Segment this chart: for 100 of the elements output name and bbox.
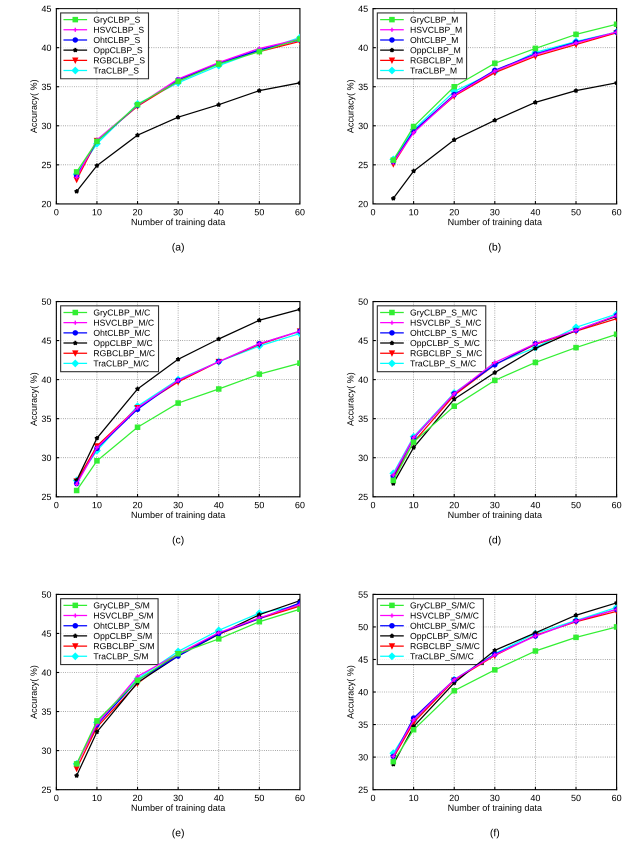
legend-label: RGBCLBP_M/C	[94, 350, 155, 358]
y-tick-label: 50	[42, 298, 52, 305]
y-tick-label: 45	[358, 6, 368, 12]
y-tick-label: 45	[42, 630, 52, 637]
legend-label: OppCLBP_M	[410, 47, 460, 55]
x-tick-label: 50	[571, 208, 581, 216]
text: (a)	[172, 242, 184, 253]
x-tick-label: 30	[490, 502, 500, 508]
x-tick-label: 40	[530, 794, 540, 802]
x-tick-label: 60	[612, 794, 622, 802]
y-tick-label: 45	[42, 6, 52, 12]
y-tick-label: 25	[42, 162, 52, 168]
x-tick-label: 60	[612, 502, 622, 508]
x-tick-label: 50	[254, 502, 264, 508]
x-tick-label: 30	[173, 208, 183, 216]
y-tick-label: 55	[358, 591, 368, 598]
text: (d)	[489, 536, 501, 546]
x-axis-title: Number of training data	[448, 804, 542, 813]
legend-label: GryCLBP_M/C	[94, 309, 150, 318]
legend-label: GryCLBP_M	[410, 16, 458, 24]
x-tick-label: 20	[132, 208, 142, 216]
x-tick-label: 20	[450, 208, 459, 216]
y-axis-title: Accuracy( %)	[346, 666, 356, 719]
text: (c)	[172, 536, 184, 546]
x-tick-label: 30	[173, 794, 183, 802]
y-tick-label: 35	[42, 416, 52, 422]
x-tick-label: 60	[295, 208, 305, 216]
legend-label: OppCLBP_S	[94, 47, 142, 55]
legend-label: OppCLBP_S/M/C	[410, 632, 478, 641]
x-tick-label: 40	[214, 502, 224, 508]
y-tick-label: 35	[358, 722, 368, 728]
x-tick-label: 60	[295, 794, 305, 802]
x-axis-title: Number of training data	[132, 218, 226, 227]
x-tick-label: 40	[214, 794, 224, 802]
legend-label: TraCLBP_S/M	[94, 653, 148, 661]
x-tick-label: 50	[571, 502, 581, 508]
legend-label: HSVCLBP_S_M/C	[410, 319, 482, 328]
y-tick-label: 35	[358, 416, 368, 422]
y-tick-label: 45	[358, 656, 368, 663]
y-tick-label: 25	[42, 494, 52, 500]
legend-label: RGBCLBP_S/M	[94, 642, 154, 651]
x-tick-label: 10	[92, 208, 102, 216]
x-tick-label: 10	[409, 502, 418, 508]
y-tick-label: 35	[42, 84, 52, 90]
legend-label: TraCLBP_M/C	[94, 360, 149, 368]
y-axis-title: Accuracy( %)	[346, 80, 356, 134]
y-tick-label: 40	[358, 44, 368, 52]
legend-label: OhtCLBP_S/M	[94, 622, 150, 630]
y-tick-label: 50	[358, 298, 368, 305]
legend-label: RGBCLBP_S	[94, 57, 145, 66]
legend-label: GryCLBP_S	[94, 16, 140, 24]
x-axis-title: Number of training data	[132, 804, 226, 813]
y-tick-label: 35	[42, 708, 52, 715]
x-tick-label: 50	[571, 794, 581, 802]
legend-label: TraCLBP_S/M/C	[410, 653, 474, 661]
y-tick-label: 30	[42, 122, 52, 130]
y-tick-label: 40	[42, 376, 52, 383]
legend-label: TraCLBP_S	[94, 68, 139, 76]
y-tick-label: 30	[358, 454, 368, 462]
text: (f)	[490, 828, 500, 838]
y-tick-label: 30	[42, 748, 52, 754]
legend-label: GryCLBP_S/M	[94, 602, 150, 610]
y-tick-label: 45	[358, 338, 368, 344]
y-tick-label: 25	[42, 786, 52, 794]
y-tick-label: 30	[358, 754, 368, 760]
text: (e)	[172, 828, 184, 838]
y-axis-title: Accuracy( %)	[30, 80, 39, 134]
legend-label: OhtCLBP_S_M/C	[410, 330, 478, 338]
x-tick-label: 30	[173, 502, 183, 508]
y-tick-label: 45	[42, 338, 52, 344]
x-tick-label: 10	[409, 794, 418, 802]
legend-label: RGBCLBP_S/M/C	[410, 642, 480, 651]
x-tick-label: 20	[132, 502, 142, 508]
y-tick-label: 25	[358, 494, 368, 500]
y-tick-label: 30	[358, 122, 368, 130]
x-tick-label: 50	[254, 208, 264, 216]
legend-label: GryCLBP_S/M/C	[410, 602, 475, 610]
y-tick-label: 25	[358, 162, 368, 168]
y-tick-label: 20	[358, 200, 368, 208]
x-tick-label: 40	[214, 208, 224, 216]
x-tick-label: 40	[530, 502, 540, 508]
y-tick-label: 40	[358, 376, 368, 383]
legend-label: TraCLBP_M	[410, 68, 456, 76]
y-tick-label: 40	[42, 669, 52, 676]
y-tick-label: 40	[358, 688, 368, 696]
legend-label: HSVCLBP_S/M/C	[410, 612, 479, 620]
x-tick-label: 0	[370, 502, 376, 508]
legend-label: HSVCLBP_M/C	[94, 319, 154, 328]
x-tick-label: 60	[612, 208, 622, 216]
x-tick-label: 40	[530, 208, 540, 216]
x-tick-label: 0	[370, 208, 376, 216]
x-tick-label: 20	[450, 502, 459, 508]
x-tick-label: 0	[54, 208, 58, 216]
legend-label: HSVCLBP_S	[94, 26, 144, 35]
x-tick-label: 20	[132, 794, 142, 802]
legend-label: OhtCLBP_M/C	[94, 330, 150, 338]
text: (b)	[489, 242, 501, 253]
x-tick-label: 0	[370, 794, 376, 802]
legend-label: OppCLBP_S_M/C	[410, 340, 480, 348]
x-axis-title: Number of training data	[448, 218, 542, 227]
